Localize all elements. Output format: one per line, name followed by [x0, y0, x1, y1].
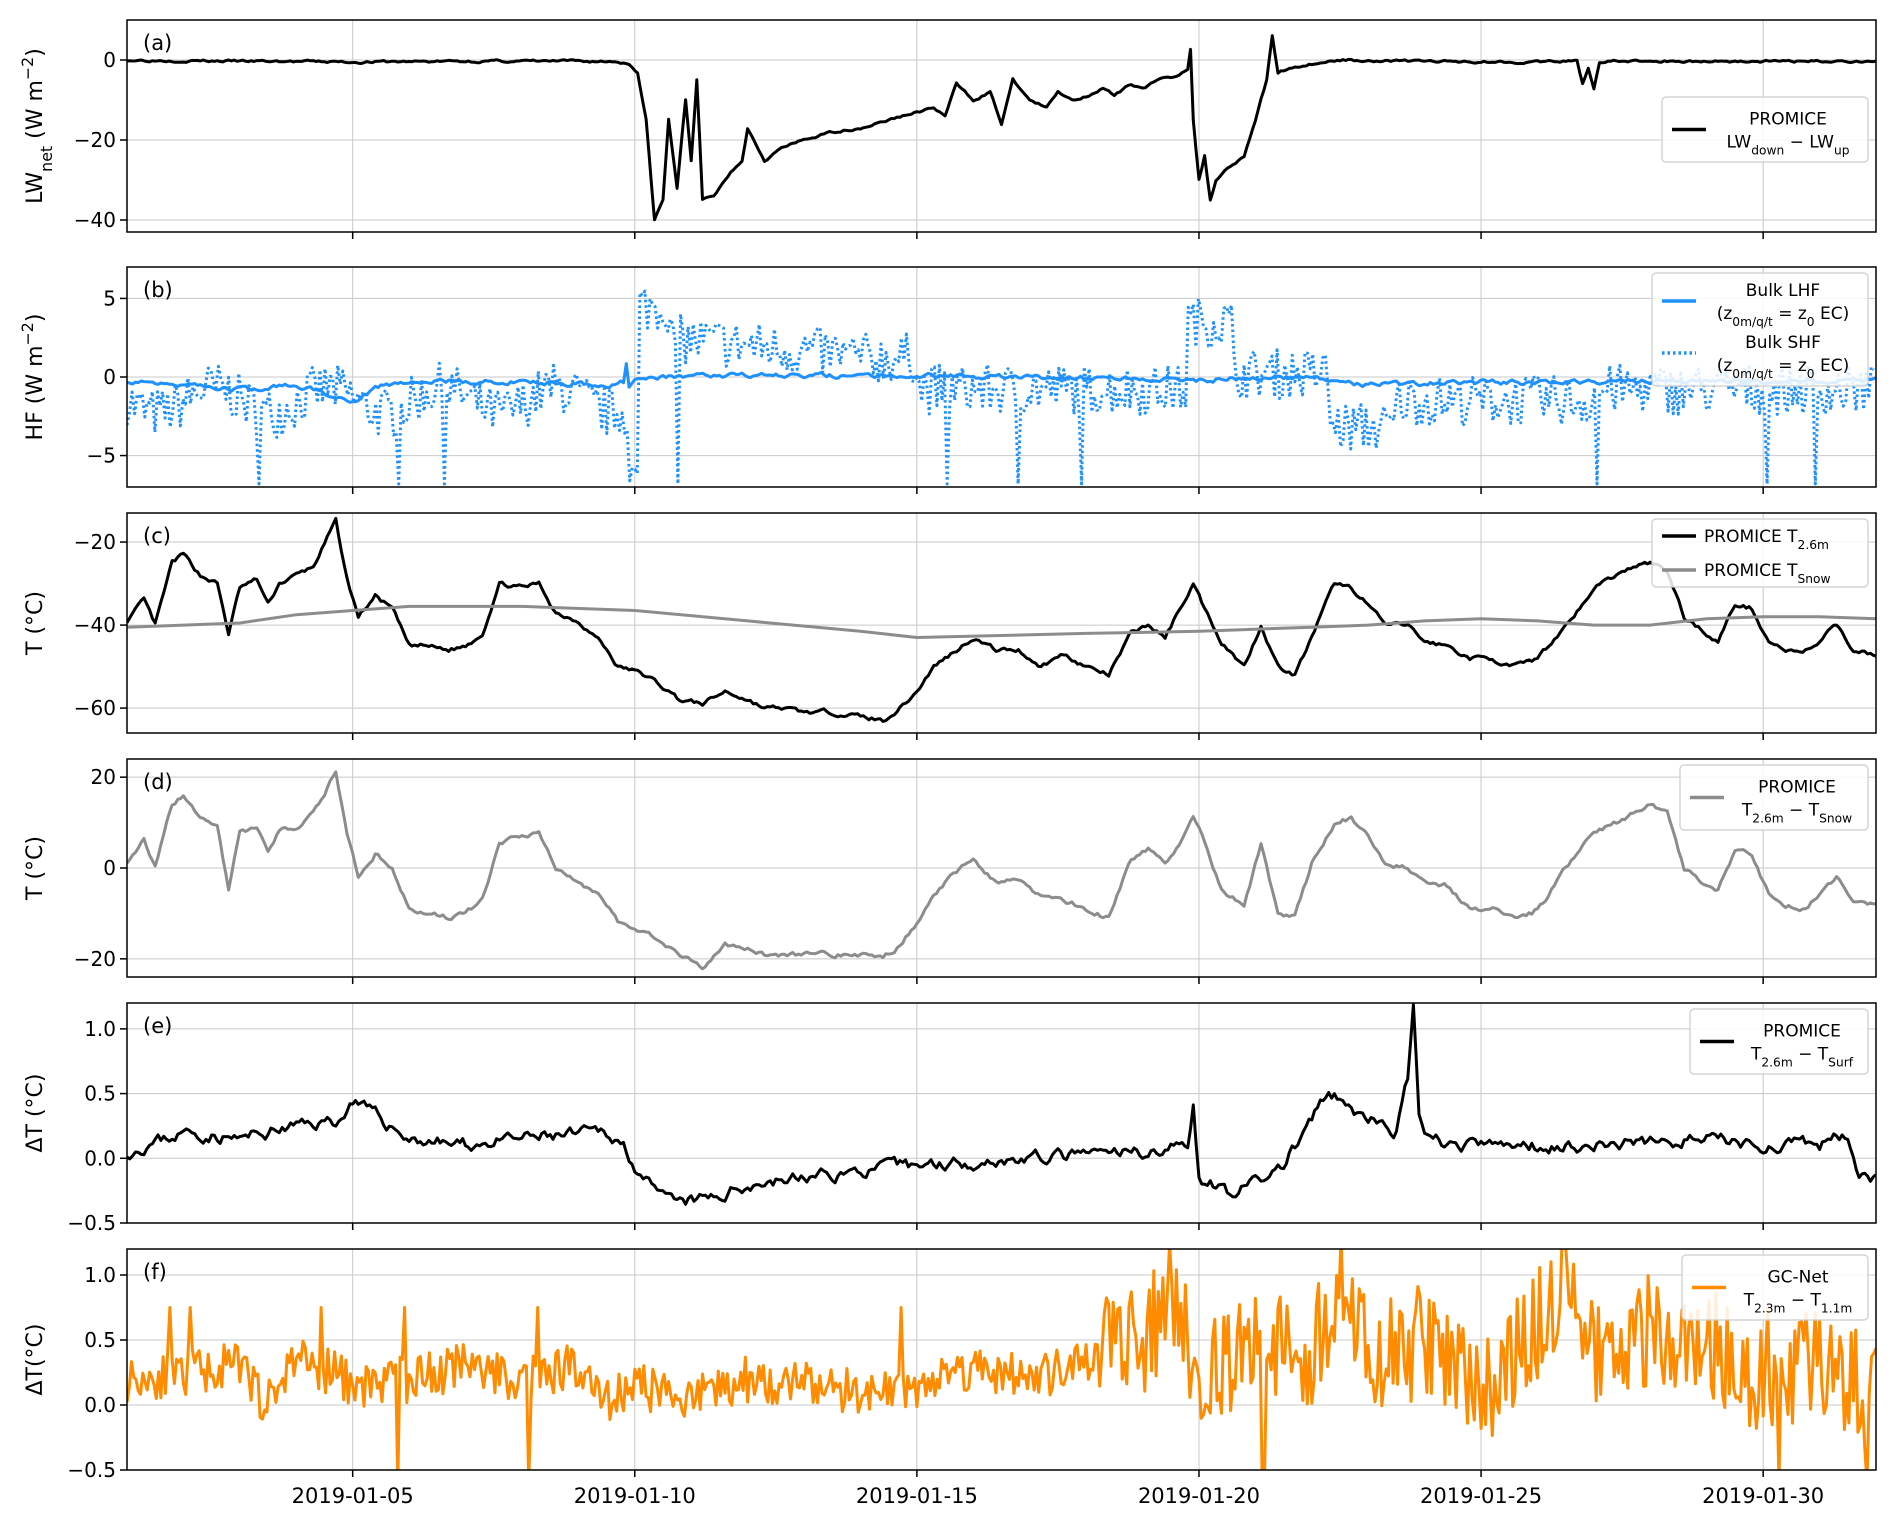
y-axis-label: LWnet (W m−2)	[18, 48, 56, 204]
plot-area	[127, 1003, 1876, 1206]
legend-label: PROMICE	[1758, 778, 1836, 798]
legend-label: PROMICE	[1749, 110, 1827, 130]
legend-box	[1689, 1008, 1869, 1075]
series-line	[127, 34, 1876, 222]
y-tick-label: −60	[74, 696, 116, 720]
y-axis-label: T (°C)	[23, 591, 48, 656]
series-line	[127, 516, 1876, 723]
legend-box	[1651, 272, 1869, 387]
axes-frame	[126, 266, 1877, 488]
legend-label: LWdown − LWup	[1726, 133, 1849, 158]
y-axis-label: HF (W m−2)	[18, 314, 49, 441]
legend: Bulk LHF (z0m/q/t = z0 EC) Bulk SHF (z0m/q/…	[1651, 272, 1869, 387]
y-tick-label: −20	[74, 128, 116, 152]
x-tick-label: 2019-01-15	[856, 1484, 978, 1508]
panel-e: 1.0 0.5 0.0 −0.5 (e) ΔT (°C) PROMICE T2.6m − TS…	[23, 1002, 1877, 1235]
legend-label: Bulk LHF	[1746, 281, 1820, 301]
legend: PROMICE T2.6m − TSurf	[1689, 1008, 1869, 1075]
x-tick-label: 2019-01-25	[1420, 1484, 1542, 1508]
y-tick-label: −0.5	[67, 1211, 116, 1235]
series-line	[127, 604, 1876, 639]
y-tick-label: 20	[91, 765, 116, 789]
series-line	[127, 289, 1875, 486]
plot-area	[127, 516, 1876, 723]
x-tick-label: 2019-01-30	[1702, 1484, 1824, 1508]
axes-frame	[126, 758, 1877, 978]
legend-label: PROMICE	[1763, 1022, 1841, 1042]
y-axis-label: ΔT (°C)	[23, 1073, 48, 1152]
y-axis-label: T (°C)	[23, 836, 48, 901]
y-tick-label: 0	[103, 856, 116, 880]
legend-label: T2.6m − TSurf	[1750, 1045, 1854, 1070]
legend: GC-Net T2.3m − T1.1m	[1681, 1254, 1869, 1321]
y-tick-label: 5	[103, 286, 116, 310]
series-line	[127, 1003, 1876, 1206]
y-tick-label: −20	[74, 947, 116, 971]
legend-box	[1681, 1254, 1869, 1321]
legend-label: PROMICE T2.6m	[1704, 527, 1829, 552]
legend: PROMICE LWdown − LWup	[1661, 96, 1869, 163]
y-tick-label: −40	[74, 208, 116, 232]
axes-frame	[126, 1248, 1877, 1471]
y-tick-label: −0.5	[67, 1458, 116, 1482]
y-tick-label: 0.0	[84, 1393, 116, 1417]
legend-label: T2.3m − T1.1m	[1743, 1291, 1853, 1316]
y-tick-label: 0.5	[84, 1082, 116, 1106]
panel-label: (d)	[143, 770, 173, 794]
y-tick-label: −5	[87, 444, 116, 468]
y-tick-label: −40	[74, 613, 116, 637]
legend: PROMICE T2.6m PROMICE TSnow	[1651, 518, 1869, 588]
plot-area	[127, 289, 1876, 486]
panel-label: (c)	[143, 524, 171, 548]
y-tick-label: 0.5	[84, 1328, 116, 1352]
axes-frame	[126, 512, 1877, 734]
plot-area	[127, 1249, 1876, 1470]
legend-label: (z0m/q/t = z0 EC)	[1717, 304, 1850, 329]
x-tick-label: 2019-01-10	[574, 1484, 696, 1508]
panel-label: (b)	[143, 278, 173, 302]
y-tick-label: 0.0	[84, 1146, 116, 1170]
x-tick-label: 2019-01-05	[292, 1484, 414, 1508]
panel-f: 1.0 0.5 0.0 −0.5 (f) ΔT(°C) GC-Net T2.3m − T1.1…	[23, 1248, 1877, 1482]
series-line	[127, 362, 1876, 404]
axes-frame	[126, 1002, 1877, 1224]
panel-label: (f)	[143, 1260, 167, 1284]
x-tick-label: 2019-01-20	[1138, 1484, 1260, 1508]
panel-label: (e)	[143, 1014, 172, 1038]
legend-label: GC-Net	[1767, 1268, 1828, 1288]
legend-label: Bulk SHF	[1745, 333, 1821, 353]
legend: PROMICE T2.6m − TSnow	[1679, 764, 1869, 831]
legend-box	[1679, 764, 1869, 831]
panel-d: 20 0 −20 (d) T (°C) PROMICE T2.6m − TSnow	[23, 758, 1877, 984]
axes-frame	[126, 19, 1877, 233]
y-tick-label: 1.0	[84, 1263, 116, 1287]
y-axis-label: ΔT(°C)	[23, 1323, 48, 1395]
series-line	[127, 770, 1876, 971]
legend-label: T2.6m − TSnow	[1741, 801, 1852, 826]
panel-b: 5 0 −5 (b) HF (W m−2) Bulk LHF (z0m/q/t = z0 E…	[18, 266, 1877, 494]
y-tick-label: 1.0	[84, 1017, 116, 1041]
y-tick-label: 0	[103, 48, 116, 72]
series-line	[127, 1249, 1876, 1470]
y-tick-label: 0	[103, 365, 116, 389]
legend-label: PROMICE TSnow	[1704, 561, 1831, 586]
legend-box	[1661, 96, 1869, 163]
legend-label: (z0m/q/t = z0 EC)	[1717, 356, 1850, 381]
legend-box	[1651, 518, 1869, 588]
plot-area	[127, 770, 1876, 971]
panel-label: (a)	[143, 31, 172, 55]
panel-a: 0 −20 −40 (a) LWnet (W m−2) PROMICE LWdown − L…	[18, 19, 1877, 239]
plot-area	[127, 34, 1876, 222]
y-tick-label: −20	[74, 530, 116, 554]
